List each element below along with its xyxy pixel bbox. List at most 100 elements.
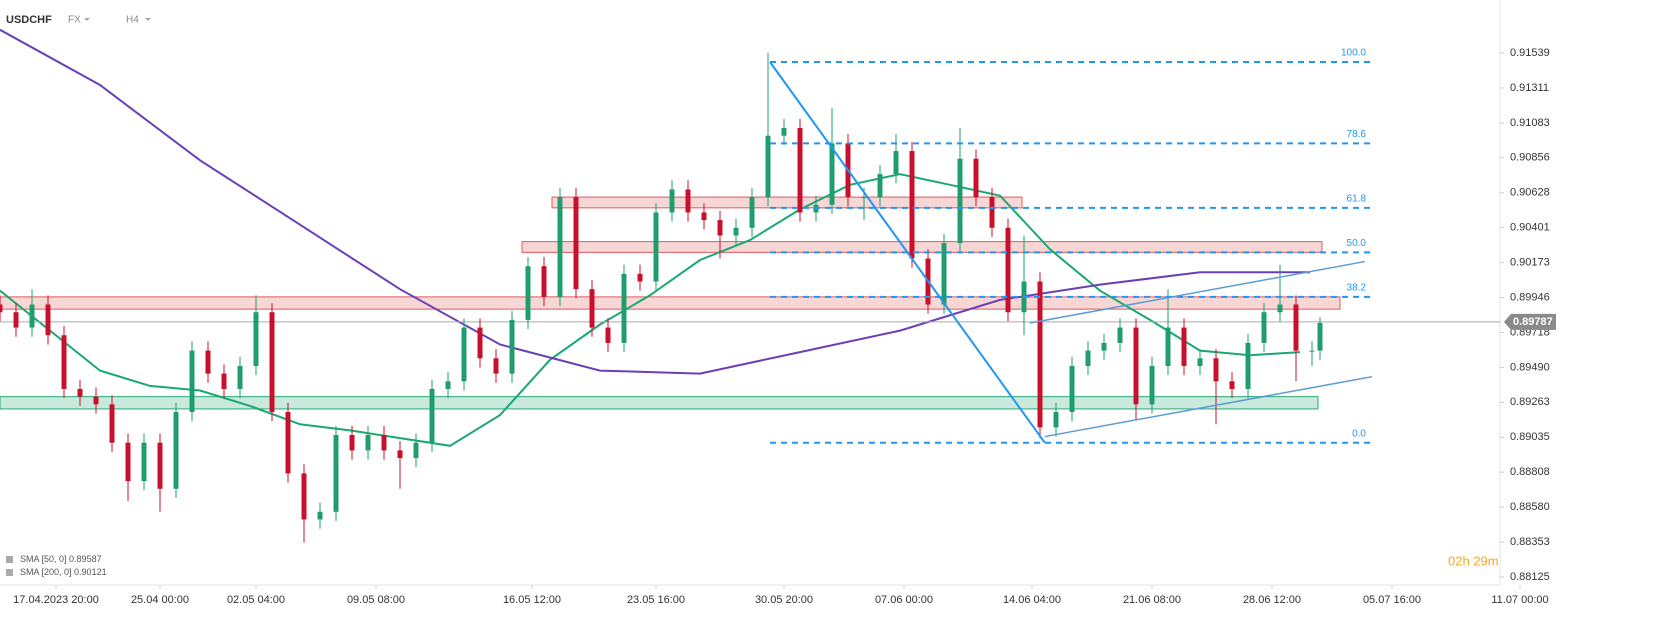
- candle-body: [1317, 322, 1323, 351]
- x-tick-label: 07.06 00:00: [875, 594, 933, 606]
- candle-body: [541, 266, 547, 297]
- candle-body: [77, 388, 83, 397]
- candle-body: [573, 197, 579, 290]
- candle-body: [909, 151, 915, 259]
- candle-body: [685, 189, 691, 213]
- candle-body: [93, 396, 99, 405]
- price-tag: [1504, 313, 1556, 330]
- candle-body: [861, 197, 867, 199]
- candle-body: [125, 442, 131, 482]
- y-tick-label: 0.88580: [1510, 501, 1550, 513]
- candle-body: [653, 212, 659, 282]
- candle-body: [589, 289, 595, 328]
- candle-body: [637, 273, 643, 282]
- fib-label: 0.0: [1352, 428, 1366, 439]
- candle-body: [301, 473, 307, 520]
- timeframe[interactable]: H4: [126, 15, 139, 26]
- y-tick-label: 0.91539: [1510, 47, 1550, 59]
- candle-body: [1101, 342, 1107, 351]
- y-tick-label: 0.90173: [1510, 257, 1550, 269]
- candle-body: [45, 304, 51, 336]
- x-tick-label: 09.05 08:00: [347, 594, 405, 606]
- timer: 02h 29m: [1448, 553, 1499, 568]
- candle-body: [749, 197, 755, 228]
- x-tick-label: 02.05 04:00: [227, 594, 285, 606]
- dropdown-icon[interactable]: [84, 18, 90, 21]
- candle-body: [221, 373, 227, 389]
- y-tick-label: 0.91311: [1510, 82, 1549, 94]
- fib-label: 100.0: [1341, 48, 1366, 59]
- candle-body: [1277, 304, 1283, 313]
- candle-body: [797, 128, 803, 213]
- candle-body: [173, 412, 179, 489]
- x-tick-label: 11.07 00:00: [1491, 594, 1548, 606]
- candle-body: [1197, 358, 1203, 366]
- trendline: [1029, 260, 1365, 324]
- candle-body: [0, 304, 3, 313]
- y-tick-label: 0.91083: [1510, 117, 1550, 129]
- candle-body: [829, 143, 835, 205]
- candle-body: [973, 158, 979, 198]
- dropdown-icon[interactable]: [145, 18, 151, 21]
- candle-body: [333, 435, 339, 512]
- candle-body: [461, 327, 467, 382]
- fib-label: 61.8: [1347, 193, 1367, 204]
- x-tick-label: 23.05 16:00: [627, 594, 685, 606]
- zone: [0, 396, 1319, 410]
- x-tick-label: 21.06 08:00: [1123, 594, 1181, 606]
- legend-name: SMA [200, 0]: [20, 567, 72, 577]
- y-tick-label: 0.90856: [1510, 152, 1550, 164]
- y-tick-label: 0.90628: [1510, 187, 1550, 199]
- candle-body: [1037, 281, 1043, 428]
- candle-body: [445, 381, 451, 389]
- y-tick-label: 0.90401: [1510, 222, 1550, 234]
- x-tick-label: 16.05 12:00: [503, 594, 561, 606]
- candle-body: [397, 450, 403, 459]
- legend-icon: [6, 569, 13, 576]
- candle-body: [237, 365, 243, 389]
- candle-body: [621, 273, 627, 343]
- candle-body: [733, 227, 739, 236]
- candle-body: [253, 312, 259, 366]
- sma-line: [0, 28, 1310, 375]
- y-tick-label: 0.89035: [1510, 431, 1550, 443]
- legend-name: SMA [50, 0]: [20, 554, 67, 564]
- candle-body: [1149, 365, 1155, 405]
- candle-body: [429, 388, 435, 443]
- candle-body: [877, 174, 883, 198]
- candle-body: [285, 412, 291, 474]
- candle-body: [1293, 304, 1299, 351]
- x-tick-label: 30.05 20:00: [755, 594, 813, 606]
- candle-body: [525, 266, 531, 320]
- candle-body: [381, 435, 387, 451]
- candle-body: [1117, 327, 1123, 343]
- candle-body: [1005, 227, 1011, 313]
- market[interactable]: FX: [68, 15, 81, 26]
- y-tick-label: 0.89490: [1510, 361, 1550, 373]
- candle-body: [1165, 327, 1171, 366]
- candle-body: [669, 189, 675, 213]
- x-tick-label: 17.04.2023 20:00: [13, 594, 99, 606]
- candle-body: [781, 128, 787, 136]
- candle-body: [957, 158, 963, 244]
- candle-body: [1245, 342, 1251, 389]
- symbol[interactable]: USDCHF: [6, 14, 52, 26]
- candle-body: [317, 511, 323, 520]
- candle-body: [989, 197, 995, 228]
- trendline: [1044, 375, 1373, 438]
- x-tick-label: 05.07 16:00: [1363, 594, 1421, 606]
- zone: [521, 241, 1323, 253]
- candle-body: [157, 442, 163, 489]
- candle-body: [1133, 327, 1139, 405]
- candle-body: [1181, 327, 1187, 366]
- trendline: [769, 61, 1046, 444]
- candle-body: [205, 350, 211, 374]
- legend-entry: SMA [50, 0] 0.89587: [20, 554, 102, 564]
- fib-label: 50.0: [1347, 238, 1367, 249]
- y-tick-label: 0.88125: [1510, 571, 1550, 583]
- candle-body: [189, 350, 195, 413]
- candle-body: [269, 312, 275, 413]
- candle-body: [1309, 350, 1315, 352]
